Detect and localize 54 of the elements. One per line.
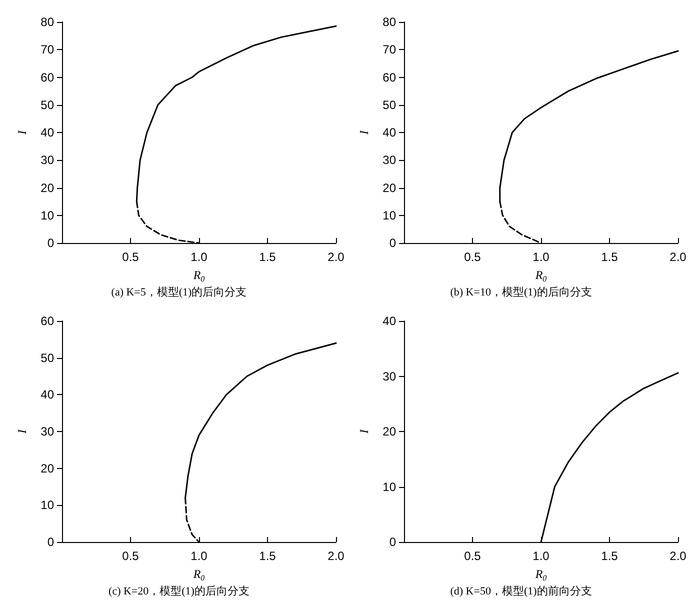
- x-tick-label: 1.5: [601, 549, 618, 563]
- y-tick-label: 70: [40, 42, 54, 57]
- text: (b) K=10，模型(1)的后向分支: [450, 286, 592, 298]
- y-tick-label: 30: [382, 153, 396, 168]
- y-axis-title: I: [357, 130, 371, 136]
- y-tick-label: 10: [40, 498, 54, 512]
- y-tick-label: 80: [382, 15, 396, 29]
- y-tick-label: 60: [382, 70, 396, 84]
- y-tick-label: 20: [382, 180, 396, 195]
- x-tick-label: 0.5: [464, 250, 482, 264]
- x-tick-label: 2.0: [670, 549, 687, 563]
- x-tick-label: 1.5: [259, 250, 276, 264]
- y-tick-label: 0: [47, 236, 54, 250]
- x-tick-label: 2.0: [328, 250, 345, 264]
- y-tick-label: 60: [40, 70, 54, 84]
- text: (a) K=5，模型(1)的后向分支: [111, 286, 247, 298]
- x-tick-label: 1.0: [532, 250, 550, 264]
- y-tick-label: 40: [40, 126, 54, 140]
- x-tick-label: 2.0: [328, 549, 345, 563]
- y-tick-label: 0: [47, 535, 54, 549]
- x-tick-label: 1.0: [190, 250, 208, 264]
- y-tick-label: 20: [40, 461, 54, 476]
- x-tick-label: 1.0: [190, 549, 208, 563]
- y-tick-label: 30: [382, 369, 396, 384]
- y-tick-label: 10: [382, 480, 396, 494]
- y-tick-label: 30: [40, 424, 54, 438]
- x-tick-label: 1.5: [601, 250, 618, 264]
- y-axis-title: I: [15, 428, 29, 434]
- y-tick-label: 10: [40, 208, 54, 222]
- text: (d) K=50，模型(1)的前向分支: [450, 584, 592, 598]
- y-axis-title: I: [15, 130, 29, 136]
- y-tick-label: 20: [382, 424, 396, 438]
- y-tick-label: 40: [40, 388, 54, 402]
- x-tick-label: 1.0: [532, 549, 550, 563]
- y-tick-label: 10: [382, 208, 396, 222]
- x-tick-label: 0.5: [122, 549, 140, 563]
- y-tick-label: 70: [382, 42, 396, 57]
- x-tick-label: 0.5: [464, 549, 482, 563]
- y-tick-label: 60: [40, 314, 54, 328]
- y-axis-title: I: [357, 428, 371, 434]
- y-tick-label: 20: [40, 180, 54, 195]
- x-tick-label: 2.0: [670, 250, 687, 264]
- y-tick-label: 50: [40, 350, 54, 365]
- y-tick-label: 80: [40, 15, 54, 29]
- x-tick-label: 1.5: [259, 549, 276, 563]
- y-tick-label: 0: [389, 535, 396, 549]
- y-tick-label: 0: [389, 236, 396, 250]
- y-tick-label: 40: [382, 314, 396, 328]
- text: (c) K=20，模型(1)的后向分支: [108, 584, 250, 598]
- x-tick-label: 0.5: [122, 250, 140, 264]
- y-tick-label: 40: [382, 126, 396, 140]
- y-tick-label: 30: [40, 153, 54, 168]
- y-tick-label: 50: [40, 98, 54, 112]
- y-tick-label: 50: [382, 98, 396, 112]
